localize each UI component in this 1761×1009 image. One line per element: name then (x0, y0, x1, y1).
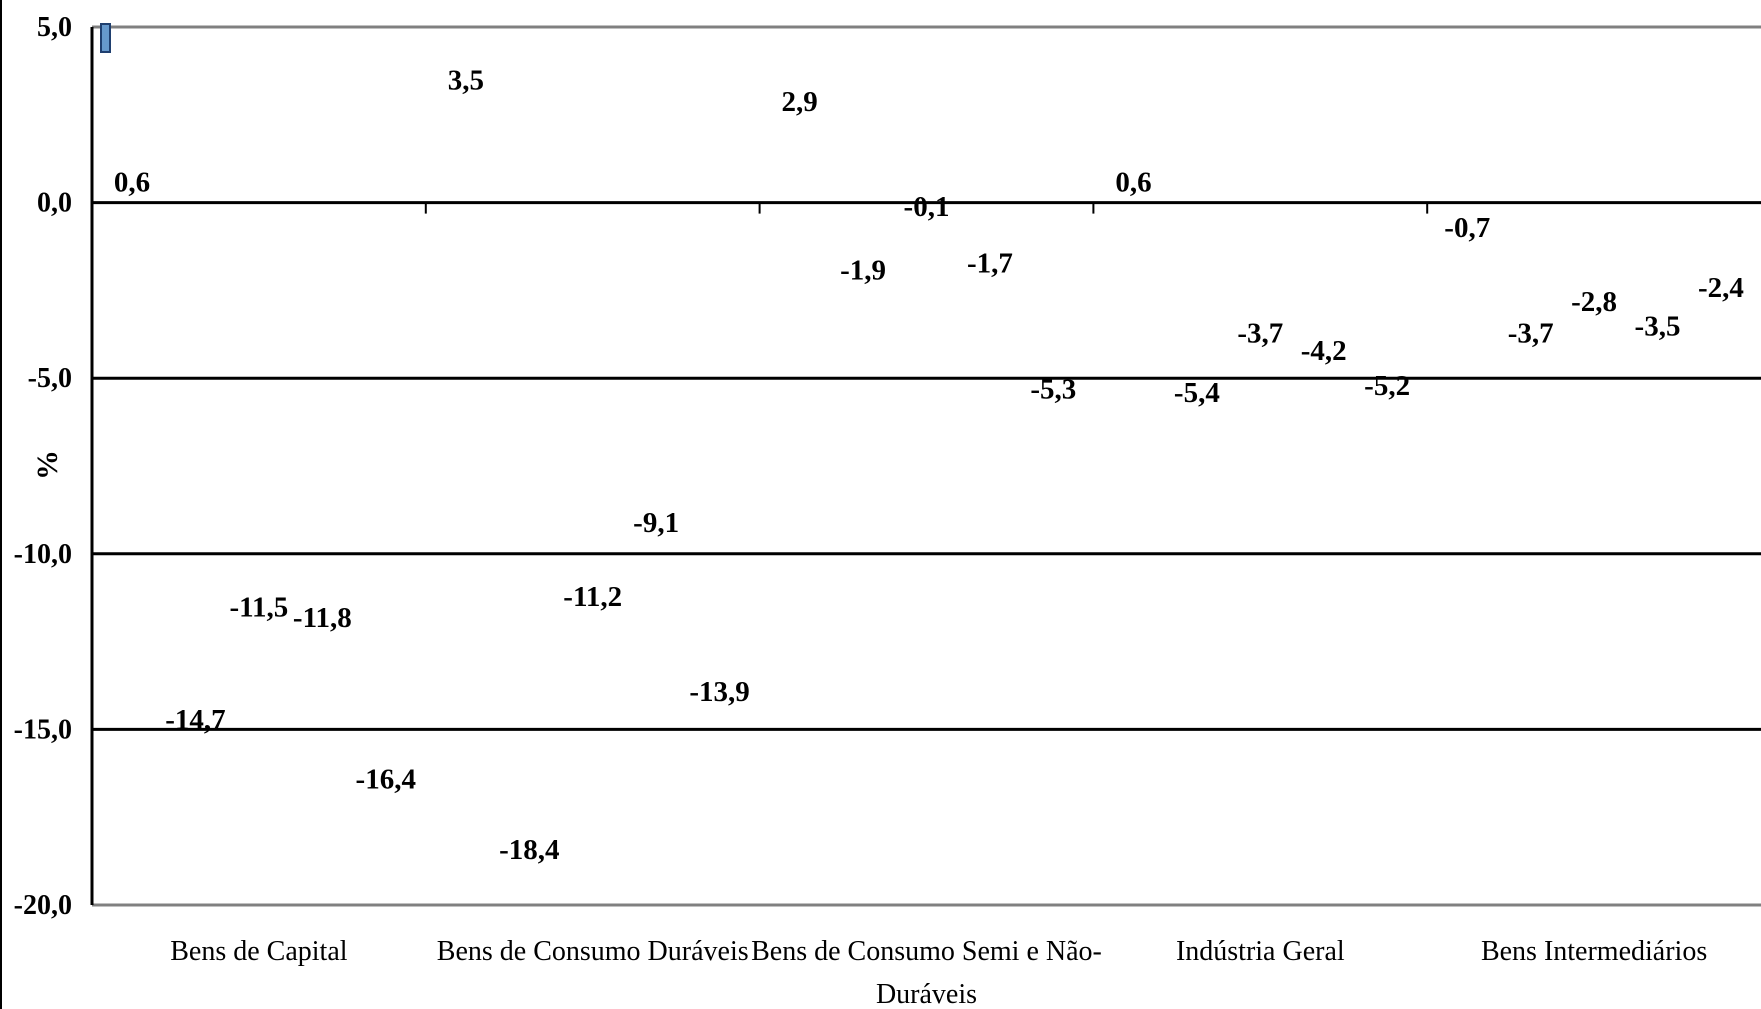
data-label: -0,1 (904, 191, 950, 223)
y-axis-ticks: 5,0 0,0 -5,0 -10,0 -15,0 -20,0 (14, 12, 72, 921)
data-label: -2,4 (1698, 272, 1744, 304)
x-axis-category-labels: Bens de Capital Bens de Consumo Duráveis B… (170, 936, 1707, 1009)
data-label: -2,8 (1571, 286, 1617, 318)
data-label: -0,7 (1444, 212, 1490, 244)
series-marker-icon (100, 23, 111, 53)
data-label: -1,7 (967, 247, 1013, 279)
data-label: -5,4 (1174, 377, 1220, 409)
data-label: -3,7 (1237, 318, 1283, 350)
y-tick-label: 5,0 (37, 12, 72, 43)
y-tick-label: 0,0 (37, 188, 72, 219)
data-label: -13,9 (689, 676, 749, 708)
data-label: -14,7 (165, 704, 225, 736)
data-label: -3,5 (1635, 311, 1681, 343)
y-tick-label: -10,0 (14, 539, 72, 570)
data-labels: 0,6 -14,7 -11,5 -11,8 -16,4 3,5 -18,4 -11,2 -9,1… (114, 65, 1744, 866)
gridlines (90, 25, 1761, 907)
data-label: -11,8 (293, 602, 352, 634)
data-label: -1,9 (840, 254, 886, 286)
data-label: 3,5 (448, 65, 484, 97)
y-tick-label: -5,0 (28, 363, 72, 394)
x-category-label: Bens de Consumo Semi e Não- (751, 936, 1102, 967)
data-label: 2,9 (782, 86, 818, 118)
data-label: -3,7 (1508, 318, 1554, 350)
y-tick-label: -20,0 (14, 890, 72, 921)
y-axis-title: % (31, 450, 64, 480)
data-label: -16,4 (356, 764, 416, 796)
x-category-label: Bens Intermediários (1481, 936, 1707, 967)
x-category-label: Duráveis (876, 979, 977, 1009)
data-label: -9,1 (633, 507, 679, 539)
data-label: 0,6 (114, 167, 150, 199)
x-category-label: Bens de Consumo Duráveis (437, 936, 749, 967)
data-label: -5,3 (1030, 374, 1076, 406)
data-label: -18,4 (499, 834, 559, 866)
y-tick-label: -15,0 (14, 714, 72, 745)
x-axis-ticks (424, 202, 1429, 214)
data-label: 0,6 (1115, 167, 1151, 199)
x-category-label: Indústria Geral (1176, 936, 1345, 967)
data-label: -4,2 (1301, 335, 1347, 367)
data-label: -11,2 (563, 581, 622, 613)
data-label: -5,2 (1364, 370, 1410, 402)
x-category-label: Bens de Capital (170, 936, 348, 967)
data-label: -11,5 (229, 591, 288, 623)
